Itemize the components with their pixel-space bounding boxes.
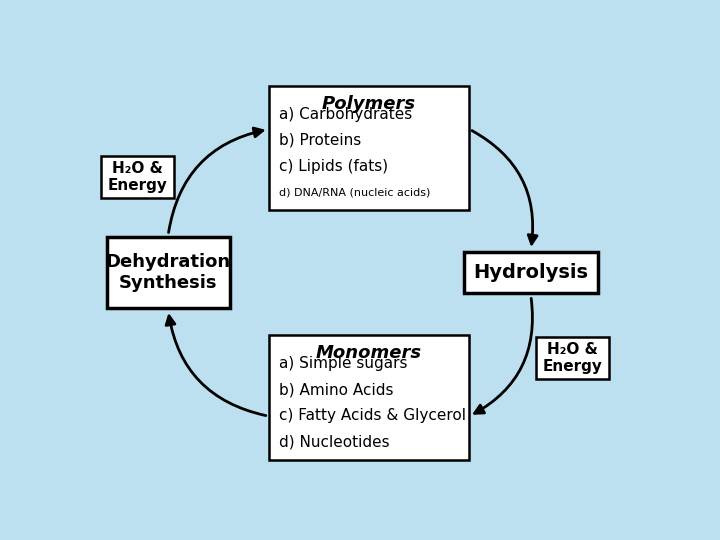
Text: H₂O &
Energy: H₂O & Energy <box>107 161 167 193</box>
Text: a) Simple sugars: a) Simple sugars <box>279 356 407 372</box>
Text: c) Lipids (fats): c) Lipids (fats) <box>279 159 388 174</box>
FancyBboxPatch shape <box>269 335 469 460</box>
FancyBboxPatch shape <box>107 238 230 308</box>
FancyArrowPatch shape <box>168 128 263 233</box>
FancyArrowPatch shape <box>472 131 537 244</box>
Text: b) Amino Acids: b) Amino Acids <box>279 382 393 397</box>
Text: d) DNA/RNA (nucleic acids): d) DNA/RNA (nucleic acids) <box>279 187 430 197</box>
Text: b) Proteins: b) Proteins <box>279 133 361 148</box>
FancyBboxPatch shape <box>269 85 469 210</box>
Text: H₂O &
Energy: H₂O & Energy <box>543 342 603 374</box>
Text: Dehydration
Synthesis: Dehydration Synthesis <box>106 253 230 292</box>
FancyBboxPatch shape <box>101 156 174 198</box>
FancyArrowPatch shape <box>166 316 266 416</box>
Text: a) Carbohydrates: a) Carbohydrates <box>279 107 412 122</box>
Text: c) Fatty Acids & Glycerol: c) Fatty Acids & Glycerol <box>279 408 466 423</box>
Text: Polymers: Polymers <box>322 94 416 113</box>
Text: Hydrolysis: Hydrolysis <box>473 263 588 282</box>
FancyBboxPatch shape <box>536 337 609 379</box>
FancyArrowPatch shape <box>474 298 532 413</box>
Text: d) Nucleotides: d) Nucleotides <box>279 434 390 449</box>
FancyBboxPatch shape <box>464 252 598 294</box>
Text: Monomers: Monomers <box>316 344 422 362</box>
